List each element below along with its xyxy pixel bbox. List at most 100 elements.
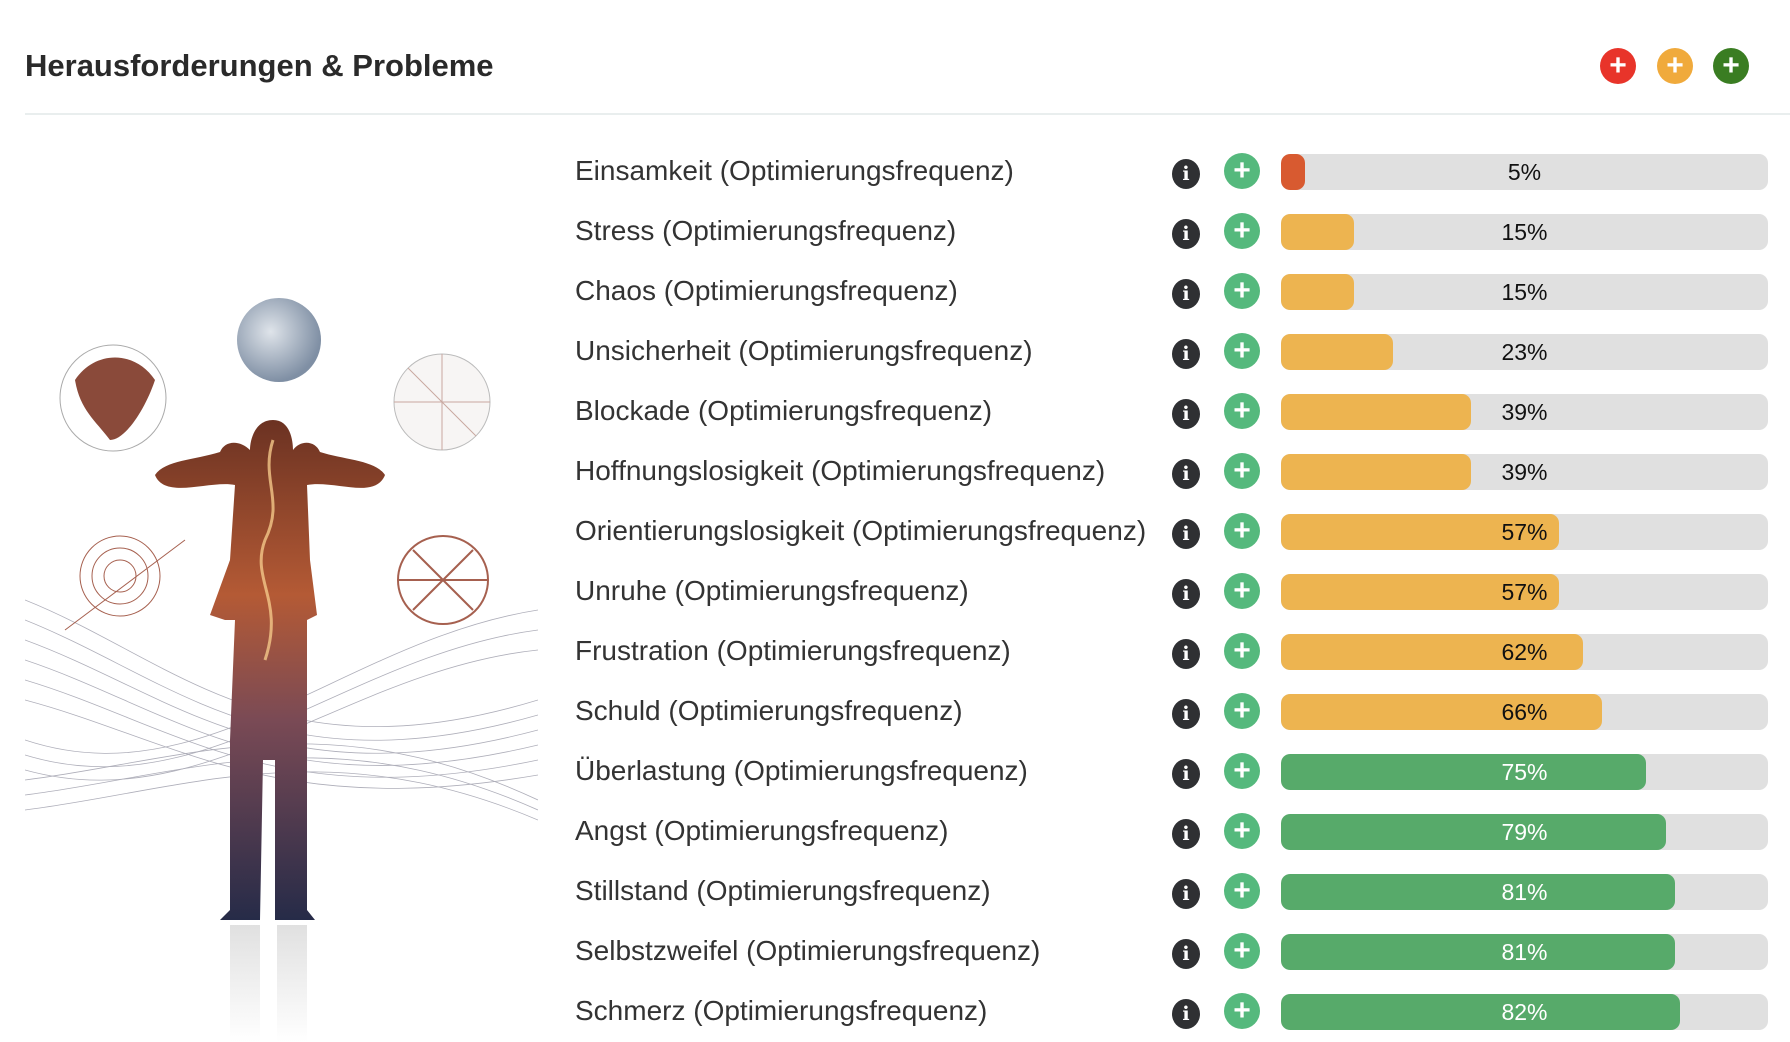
progress-percent: 5%	[1507, 158, 1542, 185]
progress-percent: 57%	[1501, 518, 1548, 545]
add-orange-button[interactable]: +	[1657, 48, 1693, 84]
list-item: Hoffnungslosigkeit (Optimierungsfrequenz…	[0, 442, 1790, 502]
add-button[interactable]: +	[1224, 273, 1260, 309]
progress-percent: 15%	[1501, 278, 1548, 305]
progress-fill	[1281, 634, 1583, 670]
list-item: Unruhe (Optimierungsfrequenz) i +57%	[0, 562, 1790, 622]
progress-fill	[1281, 274, 1355, 310]
add-button[interactable]: +	[1224, 333, 1260, 369]
add-red-button[interactable]: +	[1600, 48, 1636, 84]
info-icon[interactable]: i	[1172, 519, 1200, 549]
add-button[interactable]: +	[1224, 513, 1260, 549]
progress-bar: 79%	[1281, 814, 1768, 850]
progress-fill	[1281, 694, 1603, 730]
info-icon[interactable]: i	[1172, 639, 1200, 669]
progress-bar: 62%	[1281, 634, 1768, 670]
list-item: Selbstzweifel (Optimierungsfrequenz) i +81…	[0, 922, 1790, 982]
list-item: Blockade (Optimierungsfrequenz) i +39%	[0, 382, 1790, 442]
list-item: Stillstand (Optimierungsfrequenz) i +81%	[0, 862, 1790, 922]
list-item: Orientierungslosigkeit (Optimierungsfreq…	[0, 502, 1790, 562]
progress-bar: 57%	[1281, 514, 1768, 550]
list-item: Schmerz (Optimierungsfrequenz) i +82%	[0, 982, 1790, 1042]
list-item: Stress (Optimierungsfrequenz) i +15%	[0, 202, 1790, 262]
item-label: Orientierungslosigkeit (Optimierungsfreq…	[575, 515, 1147, 546]
item-label: Schmerz (Optimierungsfrequenz)	[575, 995, 988, 1026]
progress-percent: 39%	[1501, 458, 1548, 485]
progress-bar: 81%	[1281, 934, 1768, 970]
progress-fill	[1281, 514, 1559, 550]
list-item: Überlastung (Optimierungsfrequenz) i +75%	[0, 742, 1790, 802]
progress-fill	[1281, 994, 1681, 1030]
add-button[interactable]: +	[1224, 213, 1260, 249]
info-icon[interactable]: i	[1172, 459, 1200, 489]
info-icon[interactable]: i	[1172, 399, 1200, 429]
item-label: Schuld (Optimierungsfrequenz)	[575, 695, 963, 726]
item-label: Einsamkeit (Optimierungsfrequenz)	[575, 155, 1014, 186]
add-green-button[interactable]: +	[1713, 48, 1749, 84]
add-button[interactable]: +	[1224, 633, 1260, 669]
stressed-person-illustration	[25, 298, 538, 1042]
list-item: Schuld (Optimierungsfrequenz) i +66%	[0, 682, 1790, 742]
progress-fill	[1281, 754, 1647, 790]
info-icon[interactable]: i	[1172, 279, 1200, 309]
info-icon[interactable]: i	[1172, 759, 1200, 789]
progress-bar: 15%	[1281, 214, 1768, 250]
progress-bar: 5%	[1281, 154, 1768, 190]
progress-bar: 66%	[1281, 694, 1768, 730]
progress-bar: 57%	[1281, 574, 1768, 610]
item-label: Blockade (Optimierungsfrequenz)	[575, 395, 993, 426]
info-icon[interactable]: i	[1172, 339, 1200, 369]
progress-bar: 15%	[1281, 274, 1768, 310]
add-button[interactable]: +	[1224, 933, 1260, 969]
list-item: Frustration (Optimierungsfrequenz) i +62%	[0, 622, 1790, 682]
add-button[interactable]: +	[1224, 873, 1260, 909]
add-button[interactable]: +	[1224, 693, 1260, 729]
item-label: Frustration (Optimierungsfrequenz)	[575, 635, 1011, 666]
add-button[interactable]: +	[1224, 993, 1260, 1029]
progress-percent: 79%	[1501, 818, 1548, 845]
item-label: Unruhe (Optimierungsfrequenz)	[575, 575, 969, 606]
progress-fill	[1281, 394, 1471, 430]
progress-fill	[1281, 454, 1471, 490]
info-icon[interactable]: i	[1172, 819, 1200, 849]
progress-percent: 15%	[1501, 218, 1548, 245]
info-icon[interactable]: i	[1172, 579, 1200, 609]
progress-percent: 57%	[1501, 578, 1548, 605]
item-label: Stillstand (Optimierungsfrequenz)	[575, 875, 991, 906]
section-title: Herausforderungen & Probleme	[25, 48, 494, 83]
progress-percent: 23%	[1501, 338, 1548, 365]
progress-percent: 81%	[1501, 878, 1548, 905]
progress-fill	[1281, 934, 1676, 970]
progress-fill	[1281, 154, 1306, 190]
progress-percent: 66%	[1501, 698, 1548, 725]
progress-fill	[1281, 814, 1666, 850]
add-button[interactable]: +	[1224, 753, 1260, 789]
info-icon[interactable]: i	[1172, 159, 1200, 189]
info-icon[interactable]: i	[1172, 879, 1200, 909]
list-item: Angst (Optimierungsfrequenz) i +79%	[0, 802, 1790, 862]
progress-bar: 23%	[1281, 334, 1768, 370]
divider	[25, 113, 1790, 115]
list-item: Chaos (Optimierungsfrequenz) i +15%	[0, 262, 1790, 322]
add-button[interactable]: +	[1224, 813, 1260, 849]
progress-bar: 81%	[1281, 874, 1768, 910]
progress-bar: 75%	[1281, 754, 1768, 790]
add-button[interactable]: +	[1224, 453, 1260, 489]
add-button[interactable]: +	[1224, 573, 1260, 609]
progress-percent: 75%	[1501, 758, 1548, 785]
progress-bar: 82%	[1281, 994, 1768, 1030]
add-button[interactable]: +	[1224, 153, 1260, 189]
item-label: Überlastung (Optimierungsfrequenz)	[575, 755, 1028, 786]
progress-percent: 82%	[1501, 998, 1548, 1025]
progress-percent: 39%	[1501, 398, 1548, 425]
progress-fill	[1281, 874, 1676, 910]
item-label: Selbstzweifel (Optimierungsfrequenz)	[575, 935, 1041, 966]
item-label: Unsicherheit (Optimierungsfrequenz)	[575, 335, 1033, 366]
info-icon[interactable]: i	[1172, 699, 1200, 729]
info-icon[interactable]: i	[1172, 219, 1200, 249]
info-icon[interactable]: i	[1172, 999, 1200, 1029]
info-icon[interactable]: i	[1172, 939, 1200, 969]
add-button[interactable]: +	[1224, 393, 1260, 429]
progress-percent: 81%	[1501, 938, 1548, 965]
item-label: Angst (Optimierungsfrequenz)	[575, 815, 949, 846]
